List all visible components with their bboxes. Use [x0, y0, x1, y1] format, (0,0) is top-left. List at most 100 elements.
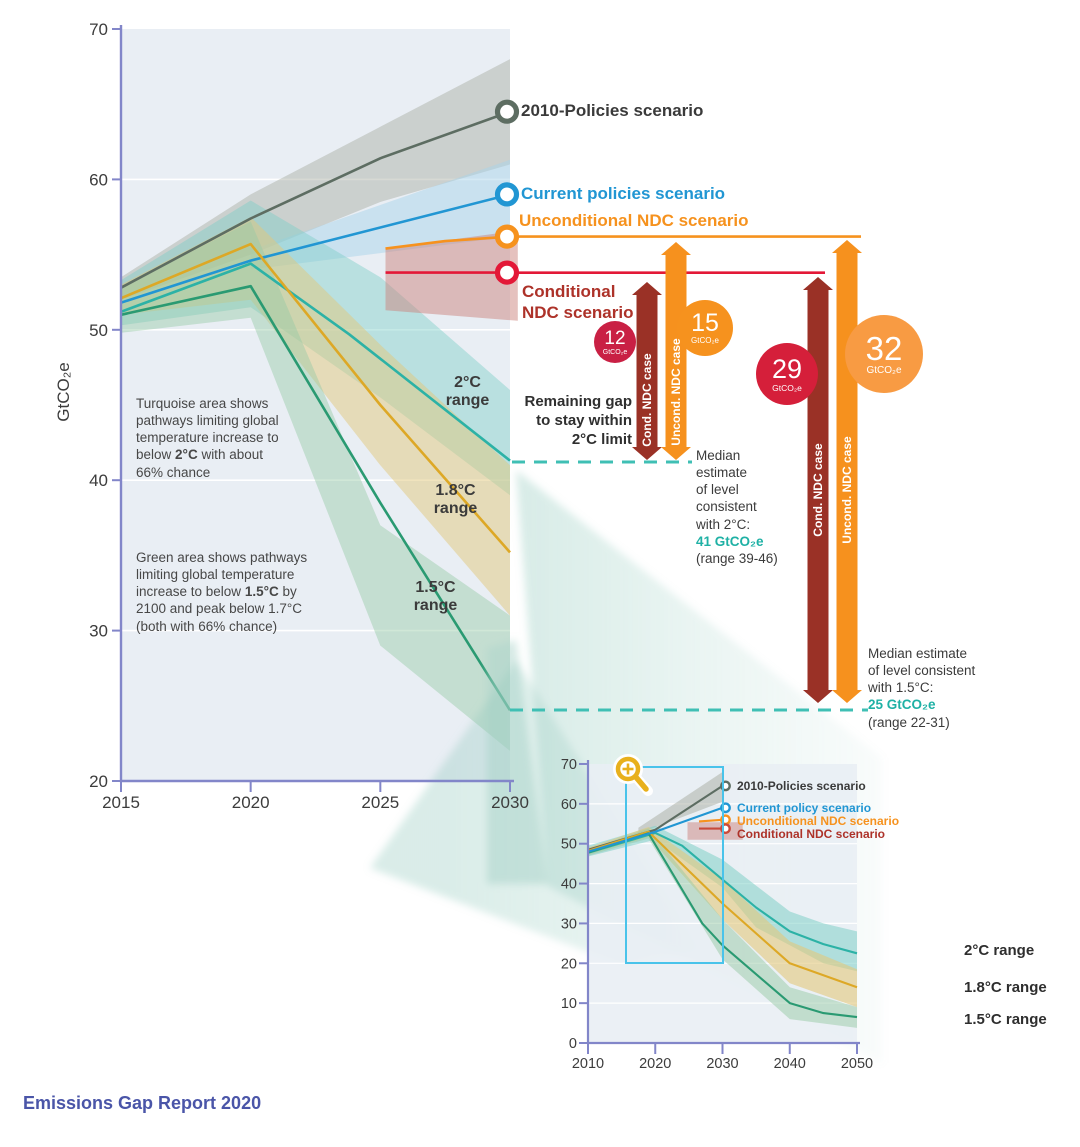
label-conditional-line2: NDC scenario: [522, 302, 634, 322]
label-15c: 1.5°C: [415, 579, 456, 596]
gap-32-unit: GtCO₂e: [866, 365, 902, 376]
gap-32-value: 32: [865, 330, 903, 367]
label-conditional-ndc-scenario: Conditional NDC scenario: [522, 282, 633, 323]
gap-12-unit: GtCO₂e: [602, 348, 628, 356]
x-tick-label-2030: 2030: [491, 793, 529, 812]
y-tick-label-10: 10: [561, 996, 577, 1012]
inset-label-2c-range: 2°C range: [964, 942, 1035, 959]
x-tick-label-2025: 2025: [361, 793, 399, 812]
green-area-note: Green area shows pathways limiting globa…: [136, 550, 308, 634]
label-2010-policies-scenario: 2010-Policies scenario: [521, 101, 704, 120]
turquoise-area-note: Turquoise area shows pathways limiting g…: [136, 396, 279, 480]
line-2010-policies-scenario: [120, 110, 511, 289]
cond-ndc-arrow-label-2c: Cond. NDC case: [640, 353, 654, 447]
median-15c-value: 25 GtCO₂e: [868, 697, 936, 713]
x-tick-label-2030: 2030: [706, 1056, 738, 1072]
gap-29-value: 29: [771, 353, 803, 384]
main-plot-background: [121, 29, 510, 781]
gap-arrows: Cond. NDC case Uncond. NDC case Cond. ND…: [632, 240, 862, 703]
source-label: Emissions Gap Report 2020: [23, 1093, 262, 1113]
band-1.5°c-range-median: [121, 221, 510, 751]
median-15c-range: (range 22-31): [868, 714, 950, 730]
uncond-ndc-arrow-2c: [661, 242, 691, 460]
main-y-axis-title: GtCO₂e: [54, 362, 73, 422]
inset-axes: [586, 760, 860, 1045]
band-1.8°c-range-median: [121, 217, 510, 616]
y-tick-label-60: 60: [89, 170, 108, 189]
inset-label-2010-policies: 2010-Policies scenario: [737, 779, 866, 793]
gap-29-unit: GtCO₂e: [772, 382, 802, 393]
band-2010-policies-scenario: [638, 772, 723, 834]
y-tick-label-0: 0: [569, 1036, 577, 1052]
y-tick-label-30: 30: [89, 622, 108, 641]
band-conditional-ndc-scenario: [385, 230, 518, 321]
line-unconditional-ndc-scenario: [698, 818, 723, 823]
marker-unconditional-ndc-scenario: [494, 224, 520, 249]
y-tick-label-30: 30: [561, 916, 577, 932]
zoom-box: [625, 766, 724, 964]
y-tick-label-20: 20: [561, 956, 577, 972]
label-conditional-line1: Conditional: [522, 282, 616, 301]
line-1.5°c-range-median: [120, 284, 512, 711]
gap-circle-12: 12 GtCO₂e: [594, 321, 636, 363]
gap-12-value: 12: [604, 327, 626, 349]
magnifier-icon: [613, 754, 653, 796]
y-tick-label-70: 70: [89, 20, 108, 39]
y-tick-label-60: 60: [561, 797, 577, 813]
label-15c-range: 1.5°C range: [398, 579, 473, 616]
line-1.8°c-range-median: [120, 242, 511, 554]
y-tick-label-40: 40: [561, 877, 577, 893]
label-15c-range-word: range: [413, 597, 458, 615]
label-18c: 1.8°C: [435, 482, 476, 499]
line-current-policies-scenario: [120, 193, 511, 304]
x-tick-label-2040: 2040: [774, 1056, 806, 1072]
y-tick-label-70: 70: [561, 757, 577, 773]
main-range-bands: [121, 59, 518, 751]
label-current-policies-scenario: Current policies scenario: [521, 184, 726, 203]
median-2c-range: (range 39-46): [696, 550, 778, 566]
cond-ndc-arrow-2c: [632, 282, 662, 460]
label-2c: 2°C: [454, 374, 481, 391]
median-2c-note: Median estimate of level consistent with…: [696, 447, 806, 567]
main-scenario-lines: [120, 110, 512, 711]
main-axis-ticks: 70 60 50 40 30 20 2015 2020 2025 2030: [89, 20, 529, 812]
gap-15-unit: GtCO₂e: [691, 336, 719, 345]
marker-2010-policies-scenario: [494, 99, 520, 124]
line-2°c-range-median: [587, 831, 858, 955]
y-tick-label-40: 40: [89, 471, 108, 490]
uncond-ndc-arrow-label-2c: Uncond. NDC case: [669, 338, 683, 446]
remaining-gap-note: Remaining gap to stay within 2°C limit: [524, 393, 632, 449]
line-2°c-range-median: [120, 262, 511, 462]
x-tick-label-2050: 2050: [841, 1056, 873, 1072]
y-tick-label-50: 50: [561, 837, 577, 853]
inset-label-18c-range: 1.8°C range: [964, 979, 1047, 996]
main-endpoint-markers: [494, 99, 520, 285]
label-2c-range: 2°C range: [430, 374, 505, 411]
band-conditional-ndc-scenario: [687, 822, 743, 840]
line-unconditional-ndc-scenario: [385, 235, 511, 250]
x-tick-label-2010: 2010: [572, 1056, 604, 1072]
marker-conditional-ndc-scenario: [494, 260, 520, 285]
main-axes: [119, 25, 514, 783]
label-2c-range-word: range: [445, 392, 490, 410]
inset-label-15c-range: 1.5°C range: [964, 1011, 1047, 1028]
median-15c-note: Median estimate of level consistent with…: [868, 645, 998, 731]
x-tick-label-2020: 2020: [232, 793, 270, 812]
x-tick-label-2015: 2015: [102, 793, 140, 812]
gap-circle-15: 15 GtCO₂e: [677, 300, 733, 356]
gap-circle-29: 29 GtCO₂e: [756, 343, 818, 405]
y-tick-label-20: 20: [89, 772, 108, 791]
label-18c-range: 1.8°C range: [418, 482, 493, 519]
uncond-ndc-arrow-label-15c: Uncond. NDC case: [840, 436, 854, 544]
marker-current-policies-scenario: [494, 182, 520, 207]
line-current-policy-scenario: [587, 806, 723, 853]
cond-ndc-arrow-label-15c: Cond. NDC case: [811, 443, 825, 537]
median-2c-value: 41 GtCO₂e: [696, 533, 764, 549]
band-2°c-range-median: [588, 825, 857, 972]
inset-label-unconditional-ndc: Unconditional NDC scenario: [737, 814, 900, 828]
y-tick-label-50: 50: [89, 321, 108, 340]
label-unconditional-ndc-scenario: Unconditional NDC scenario: [519, 211, 749, 230]
gap-15-value: 15: [691, 309, 719, 337]
